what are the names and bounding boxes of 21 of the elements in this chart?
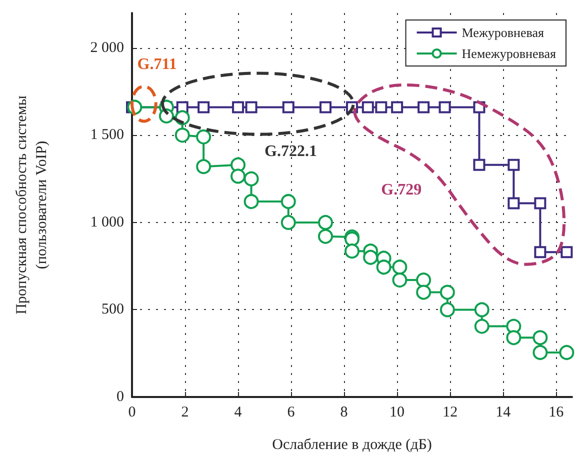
y-tick-label: 2 000 xyxy=(90,40,124,56)
legend-label: Межуровневая xyxy=(462,25,544,40)
y-tick-label: 0 xyxy=(116,389,124,405)
y-tick-label: 500 xyxy=(102,302,124,318)
legend-label: Немежуровневая xyxy=(462,46,556,61)
x-tick-label: 8 xyxy=(340,404,348,420)
y-axis-title: Пропускная способность системы (пользователи VoIP) xyxy=(14,96,50,314)
x-tick-label: 6 xyxy=(287,404,296,420)
y-tick-label: 1 500 xyxy=(90,127,124,144)
x-tick-label: 14 xyxy=(496,404,512,420)
x-tick-label: 10 xyxy=(390,404,405,420)
x-tick-label: 2 xyxy=(181,404,189,420)
annotation: G.711 xyxy=(137,56,177,73)
x-axis-title: Ослабление в дожде (дБ) xyxy=(272,437,432,453)
y-tick-label: 1 000 xyxy=(90,214,124,230)
x-tick-label: 4 xyxy=(234,404,242,420)
x-tick-label: 16 xyxy=(548,404,564,420)
annotation: G.729 xyxy=(381,182,422,199)
x-tick-label: 12 xyxy=(442,404,458,420)
x-tick-label: 0 xyxy=(128,404,136,420)
annotation: G.722.1 xyxy=(264,143,317,160)
